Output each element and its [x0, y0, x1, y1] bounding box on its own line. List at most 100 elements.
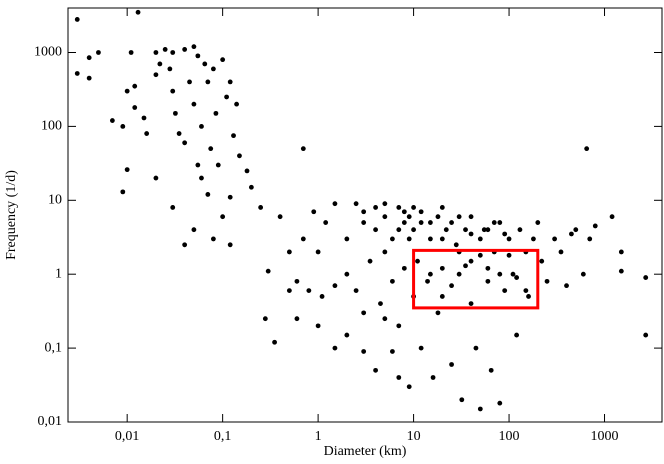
point — [449, 220, 454, 225]
x-tick-label: 100 — [499, 429, 520, 444]
point — [418, 345, 424, 351]
point — [439, 205, 445, 210]
y-tick-label: 0,01 — [38, 414, 63, 429]
point — [153, 72, 159, 78]
point — [361, 310, 367, 316]
point — [311, 209, 317, 215]
point — [517, 227, 523, 233]
point — [430, 375, 436, 380]
point — [213, 110, 219, 116]
point — [361, 349, 367, 354]
point — [300, 146, 306, 152]
point — [170, 50, 176, 55]
point — [580, 271, 586, 277]
point — [523, 288, 529, 293]
point — [418, 209, 424, 215]
point — [443, 227, 449, 233]
y-tick-label: 100 — [41, 119, 62, 134]
point — [535, 220, 541, 225]
point — [506, 236, 512, 242]
point — [427, 220, 433, 225]
point — [552, 236, 558, 242]
point — [234, 101, 239, 107]
point — [220, 214, 226, 220]
point — [132, 83, 138, 89]
point — [481, 227, 487, 233]
point — [514, 332, 520, 338]
point — [306, 288, 312, 293]
point — [210, 236, 216, 242]
point — [109, 118, 115, 123]
point — [153, 50, 159, 55]
y-tick-label: 10 — [48, 193, 62, 208]
point — [124, 88, 130, 94]
point — [353, 288, 359, 293]
point — [427, 236, 433, 242]
point — [86, 55, 92, 61]
point — [396, 323, 402, 329]
point — [170, 88, 176, 94]
point — [491, 220, 497, 225]
point — [618, 268, 624, 274]
y-tick-label: 1000 — [34, 45, 62, 60]
point — [539, 258, 545, 264]
y-tick-label: 1 — [55, 266, 62, 281]
point — [382, 316, 388, 322]
point — [435, 214, 441, 220]
point — [170, 205, 176, 210]
point — [418, 220, 424, 225]
point — [96, 50, 101, 55]
point — [191, 101, 197, 107]
point — [199, 175, 204, 181]
point — [237, 153, 242, 159]
point — [390, 349, 395, 354]
point — [468, 231, 474, 237]
point — [344, 271, 350, 277]
point — [584, 146, 590, 152]
point — [128, 50, 134, 55]
point — [510, 271, 516, 277]
point — [406, 214, 412, 220]
point — [332, 283, 338, 289]
point — [272, 339, 277, 345]
point — [208, 146, 214, 152]
point — [401, 265, 407, 271]
point — [477, 236, 483, 242]
point — [485, 265, 491, 271]
point — [373, 205, 378, 210]
highlight-box — [412, 248, 540, 310]
point — [294, 278, 300, 284]
point — [456, 214, 462, 220]
point — [361, 209, 367, 215]
point — [182, 47, 188, 52]
point — [332, 201, 338, 207]
point — [191, 44, 197, 50]
point — [202, 61, 208, 67]
point — [463, 263, 468, 269]
point — [220, 57, 226, 63]
point — [224, 94, 229, 100]
point — [182, 140, 188, 146]
point — [439, 265, 445, 271]
point — [382, 214, 388, 220]
point — [195, 162, 201, 168]
point — [531, 236, 536, 242]
point — [262, 316, 268, 322]
point — [506, 252, 512, 258]
point — [378, 301, 383, 307]
point — [406, 384, 412, 390]
point — [74, 17, 80, 22]
point — [544, 278, 550, 284]
point — [449, 283, 454, 289]
point — [382, 201, 388, 207]
point — [373, 367, 378, 373]
point — [390, 278, 395, 284]
point — [406, 236, 412, 242]
point — [569, 231, 574, 237]
point — [74, 71, 80, 76]
point — [248, 184, 254, 190]
point — [558, 249, 564, 255]
point — [210, 66, 216, 72]
point — [643, 275, 649, 280]
point — [618, 249, 624, 255]
